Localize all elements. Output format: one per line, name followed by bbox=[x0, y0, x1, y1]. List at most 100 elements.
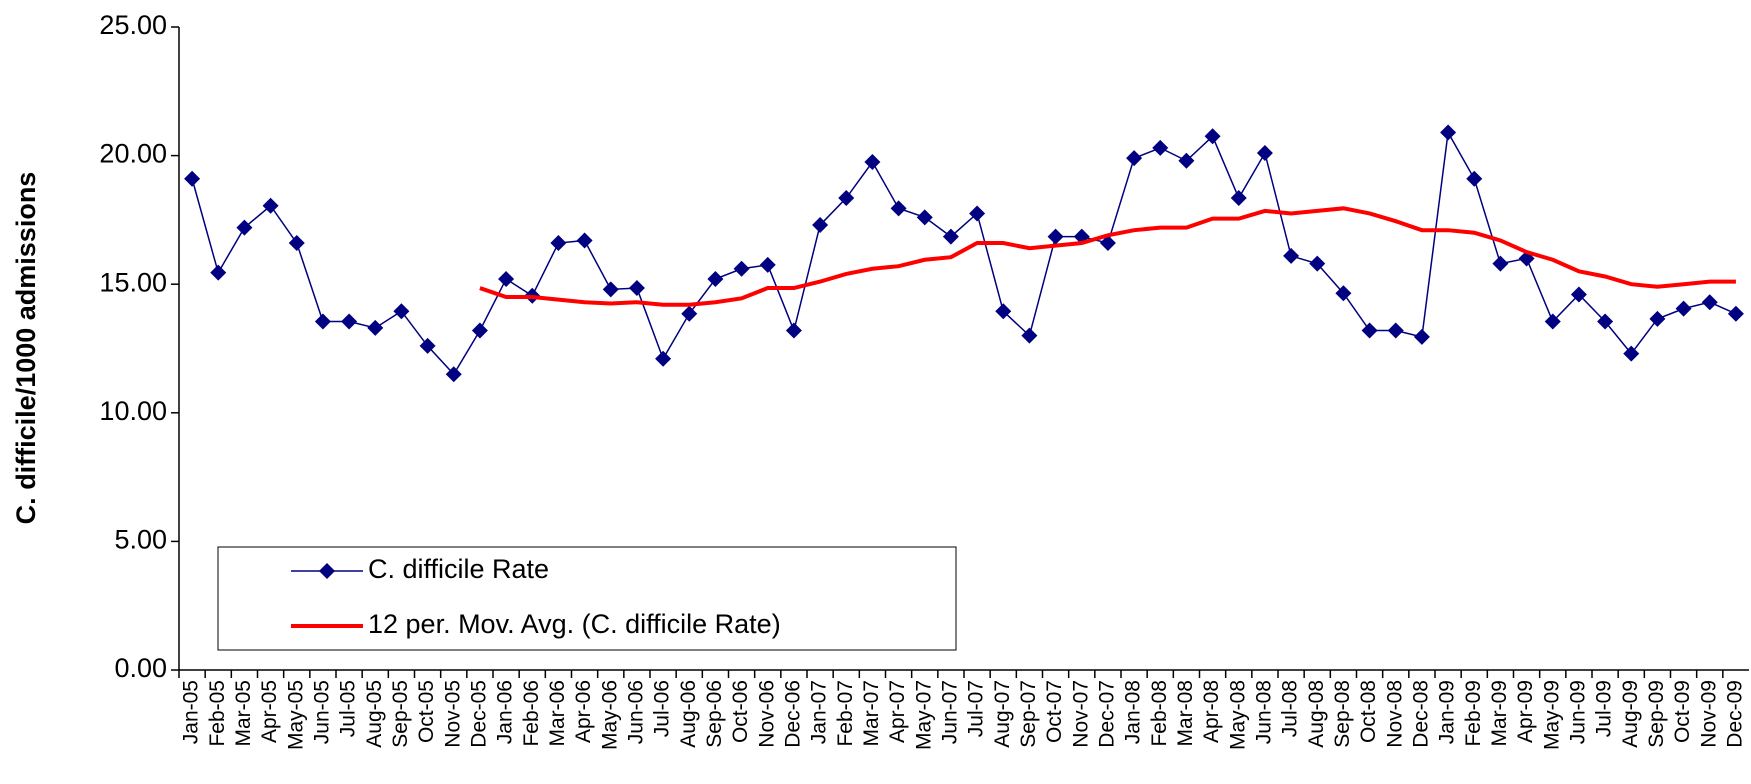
x-tick-label: Aug-09 bbox=[1619, 680, 1642, 748]
x-tick-label: Apr-06 bbox=[572, 680, 595, 743]
data-point bbox=[1047, 228, 1064, 245]
y-tick-label: 25.00 bbox=[99, 10, 167, 40]
x-tick-label: Jan-05 bbox=[180, 680, 203, 744]
y-tick-label: 15.00 bbox=[99, 267, 167, 297]
x-tick-label: Nov-07 bbox=[1069, 680, 1092, 748]
x-tick-label: Jan-09 bbox=[1436, 680, 1459, 744]
legend-box bbox=[217, 546, 957, 651]
data-point bbox=[314, 313, 331, 330]
data-point bbox=[184, 170, 201, 187]
data-point bbox=[576, 232, 593, 249]
data-point bbox=[1204, 128, 1221, 145]
data-point bbox=[1283, 247, 1300, 264]
x-tick-label: Oct-06 bbox=[729, 680, 752, 743]
x-tick-label: Apr-07 bbox=[886, 680, 909, 743]
x-tick-label: Nov-05 bbox=[441, 680, 464, 748]
data-point bbox=[655, 350, 672, 367]
data-point bbox=[1335, 285, 1352, 302]
x-tick-label: Feb-05 bbox=[206, 680, 229, 747]
data-point bbox=[733, 260, 750, 277]
x-tick-label: Oct-09 bbox=[1671, 680, 1694, 743]
x-tick-label: Mar-08 bbox=[1174, 680, 1197, 747]
data-point bbox=[236, 219, 253, 236]
x-tick-label: Sep-05 bbox=[389, 680, 412, 748]
x-tick-label: Jun-05 bbox=[310, 680, 333, 744]
x-tick-label: Sep-07 bbox=[1017, 680, 1040, 748]
data-point bbox=[995, 303, 1012, 320]
x-tick-label: Dec-05 bbox=[467, 680, 490, 748]
x-tick-label: Aug-08 bbox=[1305, 680, 1328, 748]
data-point bbox=[1230, 190, 1247, 207]
x-tick-label: Jun-09 bbox=[1566, 680, 1589, 744]
data-point bbox=[812, 217, 829, 234]
x-tick-label: Nov-09 bbox=[1697, 680, 1720, 748]
data-point bbox=[1256, 145, 1273, 162]
data-point bbox=[890, 200, 907, 217]
data-point bbox=[550, 235, 567, 252]
x-tick-label: Feb-08 bbox=[1148, 680, 1171, 747]
x-tick-label: Mar-05 bbox=[232, 680, 255, 747]
data-point bbox=[1361, 322, 1378, 339]
data-point bbox=[1440, 124, 1457, 141]
data-point bbox=[602, 281, 619, 298]
data-point bbox=[1727, 305, 1744, 322]
data-point bbox=[1387, 322, 1404, 339]
x-tick-label: Sep-06 bbox=[703, 680, 726, 748]
x-tick-label: Sep-09 bbox=[1645, 680, 1668, 748]
x-tick-label: May-07 bbox=[912, 680, 935, 750]
data-point bbox=[1466, 170, 1483, 187]
data-point bbox=[262, 197, 279, 214]
x-tick-label: Aug-07 bbox=[991, 680, 1014, 748]
data-point bbox=[838, 190, 855, 207]
data-point bbox=[1099, 235, 1116, 252]
data-point bbox=[445, 366, 462, 383]
x-tick-label: Jul-05 bbox=[337, 680, 360, 737]
x-tick-label: May-08 bbox=[1226, 680, 1249, 750]
x-tick-label: May-09 bbox=[1540, 680, 1563, 750]
x-tick-label: Jun-06 bbox=[624, 680, 647, 744]
x-tick-label: Feb-09 bbox=[1462, 680, 1485, 747]
y-tick-label: 10.00 bbox=[99, 396, 167, 426]
x-tick-label: Apr-08 bbox=[1200, 680, 1223, 743]
data-point bbox=[367, 319, 384, 336]
data-point bbox=[864, 154, 881, 171]
data-point bbox=[1570, 286, 1587, 303]
data-point bbox=[210, 264, 227, 281]
data-point bbox=[1152, 139, 1169, 156]
x-tick-label: Aug-05 bbox=[363, 680, 386, 748]
x-tick-label: Jun-07 bbox=[938, 680, 961, 744]
data-point bbox=[628, 280, 645, 297]
x-tick-label: Jul-08 bbox=[1279, 680, 1302, 737]
x-tick-label: Dec-07 bbox=[1095, 680, 1118, 748]
data-point bbox=[498, 271, 515, 288]
x-tick-label: Sep-08 bbox=[1331, 680, 1354, 748]
x-tick-label: Dec-09 bbox=[1723, 680, 1746, 748]
data-point bbox=[1701, 294, 1718, 311]
data-point bbox=[1413, 328, 1430, 345]
data-point bbox=[1518, 250, 1535, 267]
y-axis-label: C. difficile/1000 admissions bbox=[11, 172, 41, 525]
x-tick-label: Mar-09 bbox=[1488, 680, 1511, 747]
x-tick-label: Mar-06 bbox=[546, 680, 569, 747]
y-tick-label: 0.00 bbox=[114, 653, 167, 683]
x-tick-label: Feb-06 bbox=[520, 680, 543, 747]
x-tick-label: Oct-07 bbox=[1043, 680, 1066, 743]
x-tick-label: Oct-08 bbox=[1357, 680, 1380, 743]
data-point bbox=[681, 305, 698, 322]
data-point bbox=[1309, 255, 1326, 272]
data-point bbox=[341, 313, 358, 330]
data-point bbox=[288, 235, 305, 252]
x-tick-label: Jan-08 bbox=[1122, 680, 1145, 744]
y-tick-label: 5.00 bbox=[114, 525, 167, 555]
data-point bbox=[759, 256, 776, 273]
data-point bbox=[1544, 313, 1561, 330]
x-tick-label: Jul-09 bbox=[1593, 680, 1616, 737]
x-tick-label: Jun-08 bbox=[1252, 680, 1275, 744]
legend-label: 12 per. Mov. Avg. (C. difficile Rate) bbox=[368, 609, 781, 639]
data-point bbox=[1126, 150, 1143, 167]
data-point bbox=[785, 322, 802, 339]
x-tick-label: Dec-08 bbox=[1409, 680, 1432, 748]
x-tick-label: Oct-05 bbox=[415, 680, 438, 743]
data-point bbox=[419, 337, 436, 354]
